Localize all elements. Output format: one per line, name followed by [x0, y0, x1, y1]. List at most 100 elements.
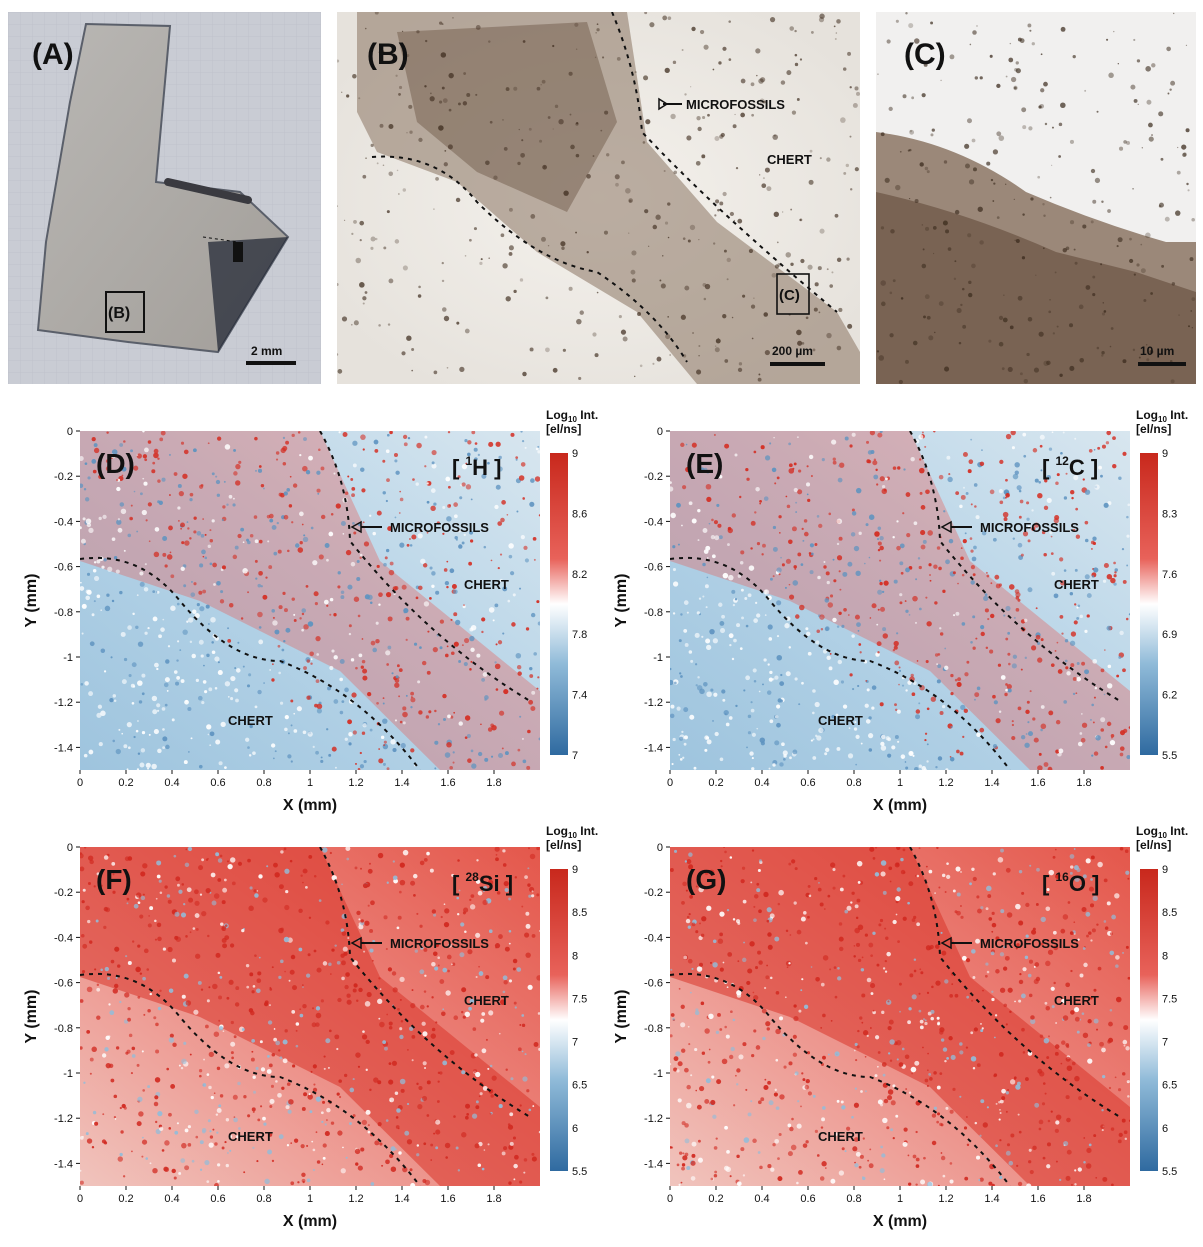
panel-a-label: (A): [32, 38, 74, 71]
colorbar-tick-label: 8.2: [572, 569, 587, 581]
map-panel-g: 0 0.2 0.4 0.6 0.8 1 1.2 1.4 1.6 1.8 0 -0.2 -0.4 -0.6 -…: [604, 824, 1194, 1242]
map-svg: 0 0.2 0.4 0.6 0.8 1 1.2 1.4 1.6 1.8 0 -0.2 -0.4 -0.6 -…: [23, 408, 598, 814]
x-tick-label: 0.4: [754, 1193, 769, 1205]
colorbar-tick-label: 9: [572, 864, 578, 876]
x-tick-label: 0.6: [800, 1193, 815, 1205]
colorbar-unit: [el/ns]: [1136, 838, 1171, 852]
colorbar-tick-label: 5.5: [1162, 750, 1177, 762]
y-tick-label: -1.4: [54, 742, 73, 754]
y-tick-label: -0.8: [644, 607, 663, 619]
colorbar-tick-label: 5.5: [1162, 1166, 1177, 1178]
x-tick-label: 1.2: [348, 1193, 363, 1205]
x-tick-label: 1.8: [486, 1193, 501, 1205]
y-tick-label: -1.4: [644, 1158, 663, 1170]
colorbar: [550, 453, 568, 755]
inset-b-label: (B): [108, 305, 130, 322]
chert-label-upper: CHERT: [464, 993, 509, 1008]
y-tick-label: -1.2: [54, 697, 73, 709]
colorbar-tick-label: 7.4: [572, 690, 587, 702]
map-panel-f: 0 0.2 0.4 0.6 0.8 1 1.2 1.4 1.6 1.8 0 -0.2 -0.4 -0.6 -…: [14, 824, 604, 1242]
scale-c-text: 10 µm: [1140, 344, 1174, 358]
y-tick-label: -0.6: [644, 562, 663, 574]
inset-b-box: [105, 291, 145, 333]
x-tick-label: 0.2: [118, 777, 133, 789]
x-tick-label: 0.2: [708, 777, 723, 789]
x-tick-label: 0.2: [708, 1193, 723, 1205]
colorbar-tick-label: 5.5: [572, 1166, 587, 1178]
y-tick-label: -1.4: [54, 1158, 73, 1170]
scale-bar-a: [246, 361, 296, 365]
x-tick-label: 0.4: [164, 777, 179, 789]
x-tick-label: 0.6: [210, 777, 225, 789]
x-tick-label: 0.6: [800, 777, 815, 789]
colorbar-unit: [el/ns]: [1136, 422, 1171, 436]
x-tick-label: 0.4: [754, 777, 769, 789]
x-tick-label: 0.8: [256, 777, 271, 789]
colorbar-tick-label: 7.5: [1162, 993, 1177, 1005]
map-panel-label: (G): [686, 864, 726, 895]
x-tick-label: 1.4: [394, 1193, 409, 1205]
colorbar-tick-label: 9: [1162, 864, 1168, 876]
colorbar-tick-label: 7.6: [1162, 569, 1177, 581]
colorbar-tick-label: 8.5: [1162, 907, 1177, 919]
panel-b-label: (B): [367, 38, 409, 71]
x-axis-label: X (mm): [283, 1213, 337, 1230]
colorbar: [1140, 869, 1158, 1171]
x-tick-label: 1.2: [938, 1193, 953, 1205]
colorbar-title: Log10 Int.: [1136, 410, 1188, 424]
x-tick-label: 0: [667, 1193, 673, 1205]
microfossils-annotation: MICROFOSSILS: [980, 936, 1079, 951]
colorbar-tick-label: 9: [1162, 448, 1168, 460]
x-tick-label: 0.8: [846, 1193, 861, 1205]
y-axis-label: Y (mm): [23, 990, 40, 1044]
y-tick-label: -0.6: [54, 562, 73, 574]
y-tick-label: -0.8: [54, 607, 73, 619]
y-tick-label: -1: [653, 652, 663, 664]
x-tick-label: 0: [77, 777, 83, 789]
x-tick-label: 0: [667, 777, 673, 789]
x-tick-label: 0: [77, 1193, 83, 1205]
colorbar: [550, 869, 568, 1171]
y-tick-label: -1.2: [54, 1113, 73, 1125]
x-tick-label: 1.6: [440, 777, 455, 789]
x-tick-label: 1: [897, 1193, 903, 1205]
photo-panel-b: (C) MICROFOSSILS CHERT (B) 200 µm: [337, 12, 860, 384]
x-tick-label: 1.8: [1076, 777, 1091, 789]
y-tick-label: -1: [653, 1068, 663, 1080]
x-tick-label: 1.4: [984, 1193, 999, 1205]
y-tick-label: -0.4: [644, 932, 663, 944]
y-tick-label: -0.2: [54, 887, 73, 899]
y-tick-label: -0.4: [54, 932, 73, 944]
photo-b-image: (C) MICROFOSSILS CHERT (B) 200 µm: [337, 12, 860, 384]
map-image: [670, 431, 1130, 770]
y-tick-label: -0.2: [54, 471, 73, 483]
chert-label-lower: CHERT: [228, 713, 273, 728]
colorbar-tick-label: 6: [572, 1123, 578, 1135]
colorbar-title: Log10 Int.: [546, 826, 598, 840]
colorbar-tick-label: 6.2: [1162, 690, 1177, 702]
colorbar-tick-label: 7: [572, 750, 578, 762]
y-tick-label: -0.2: [644, 887, 663, 899]
x-tick-label: 1.2: [348, 777, 363, 789]
map-svg: 0 0.2 0.4 0.6 0.8 1 1.2 1.4 1.6 1.8 0 -0.2 -0.4 -0.6 -…: [613, 824, 1188, 1230]
map-panel-e: 0 0.2 0.4 0.6 0.8 1 1.2 1.4 1.6 1.8 0 -0.2 -0.4 -0.6 -…: [604, 408, 1194, 826]
map-panel-label: (F): [96, 864, 132, 895]
x-tick-label: 1.6: [1030, 777, 1045, 789]
chert-label-lower: CHERT: [228, 1129, 273, 1144]
x-tick-label: 0.4: [164, 1193, 179, 1205]
colorbar-unit: [el/ns]: [546, 422, 581, 436]
y-tick-label: 0: [657, 842, 663, 854]
y-tick-label: -0.6: [54, 978, 73, 990]
inset-c-label: (C): [779, 287, 800, 304]
y-tick-label: -1.2: [644, 697, 663, 709]
x-tick-label: 0.8: [256, 1193, 271, 1205]
colorbar-tick-label: 6.9: [1162, 629, 1177, 641]
panel-c-label: (C): [904, 38, 946, 71]
colorbar-tick-label: 6.5: [572, 1080, 587, 1092]
colorbar-tick-label: 7: [572, 1037, 578, 1049]
x-tick-label: 0.8: [846, 777, 861, 789]
y-tick-label: 0: [657, 426, 663, 438]
y-tick-label: -0.4: [54, 516, 73, 528]
microfossils-annotation: MICROFOSSILS: [390, 520, 489, 535]
inset-c-box: [776, 273, 810, 315]
